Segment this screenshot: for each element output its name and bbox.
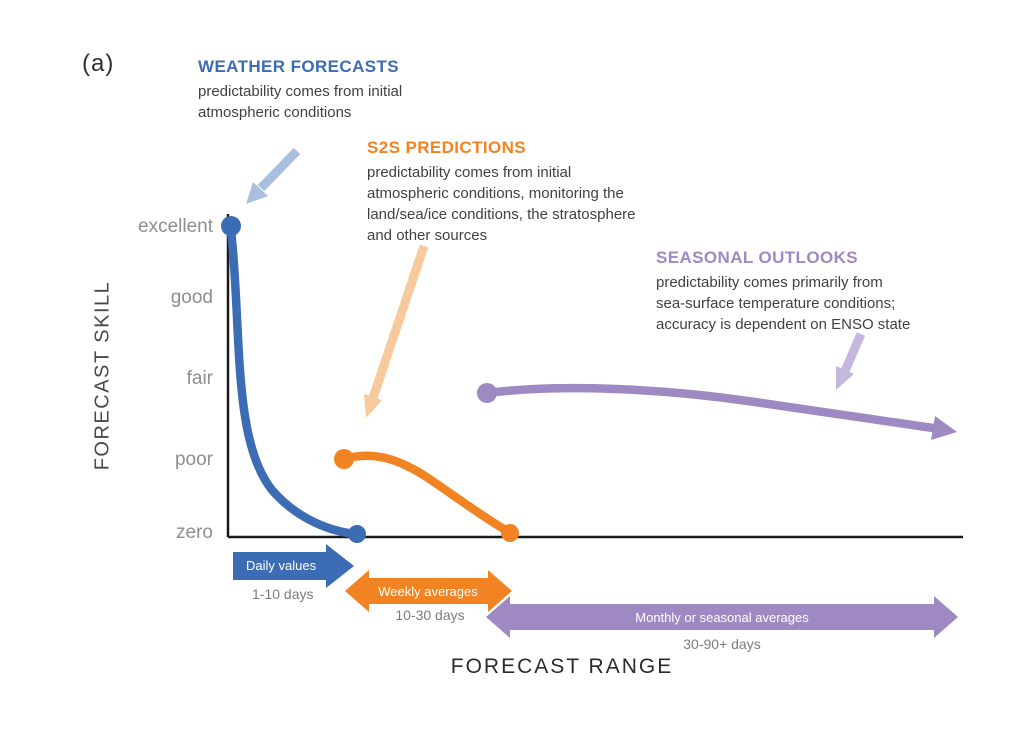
s2s-annotation: S2S PREDICTIONS predictability comes fro… bbox=[367, 138, 636, 246]
seasonal-annotation: SEASONAL OUTLOOKS predictability comes p… bbox=[656, 248, 910, 335]
weather-annotation: WEATHER FORECASTS predictability comes f… bbox=[198, 57, 402, 123]
monthly-range-label: Monthly or seasonal averages bbox=[635, 610, 809, 625]
weather-annotation-body: predictability comes from initial atmosp… bbox=[198, 83, 403, 121]
s2s-curve-start-dot bbox=[334, 449, 354, 469]
daily-range-days: 1-10 days bbox=[252, 586, 314, 602]
monthly-range-days: 30-90+ days bbox=[683, 636, 761, 652]
y-tick-good: good bbox=[170, 287, 213, 308]
s2s-pointer-arrowhead-icon bbox=[364, 394, 382, 418]
weekly-range-days: 10-30 days bbox=[395, 607, 465, 623]
panel-label: (a) bbox=[82, 50, 115, 77]
seasonal-skill-curve bbox=[482, 383, 938, 433]
weather-pointer-arrow-line bbox=[257, 147, 301, 192]
y-tick-fair: fair bbox=[186, 368, 213, 389]
s2s-pointer-arrow-line bbox=[368, 244, 429, 400]
daily-range-arrow bbox=[233, 544, 354, 588]
weather-annotation-title: WEATHER FORECASTS bbox=[198, 57, 400, 76]
weather-skill-curve bbox=[226, 225, 362, 539]
seasonal-annotation-body: predictability comes primarily from sea-… bbox=[656, 274, 911, 333]
seasonal-curve-arrowhead-icon bbox=[931, 416, 957, 440]
weekly-range-label: Weekly averages bbox=[378, 584, 478, 599]
s2s-skill-curve bbox=[339, 451, 514, 537]
s2s-annotation-title: S2S PREDICTIONS bbox=[367, 138, 527, 157]
seasonal-pointer-arrow-line bbox=[840, 332, 866, 373]
seasonal-pointer-arrowhead-icon bbox=[836, 366, 854, 390]
s2s-curve-end-dot bbox=[501, 524, 519, 542]
monthly-range-arrow bbox=[486, 596, 958, 638]
weekly-range-arrow bbox=[345, 570, 512, 612]
weather-curve-start-dot bbox=[221, 216, 241, 236]
y-tick-zero: zero bbox=[176, 522, 213, 543]
seasonal-curve-start-dot bbox=[477, 383, 497, 403]
s2s-annotation-body: predictability comes from initial atmosp… bbox=[367, 164, 636, 244]
x-axis-label: FORECAST RANGE bbox=[450, 655, 674, 678]
seasonal-annotation-title: SEASONAL OUTLOOKS bbox=[656, 248, 859, 267]
y-tick-excellent: excellent bbox=[138, 216, 213, 237]
y-tick-poor: poor bbox=[174, 449, 213, 470]
weather-curve-end-dot bbox=[348, 525, 366, 543]
weather-pointer-arrowhead-icon bbox=[246, 182, 268, 204]
daily-range-label: Daily values bbox=[246, 558, 317, 573]
